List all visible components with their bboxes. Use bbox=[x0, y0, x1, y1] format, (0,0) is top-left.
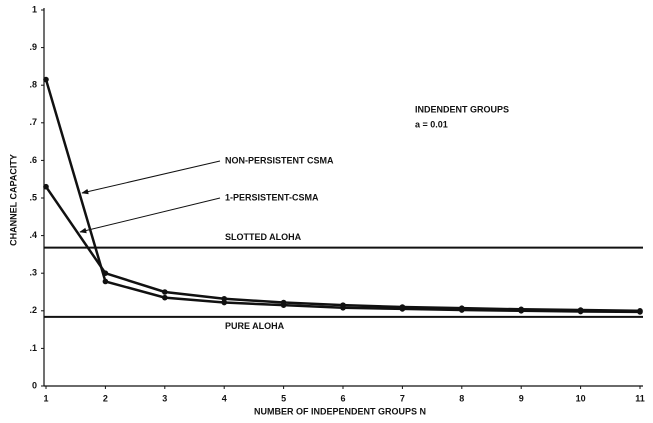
point bbox=[577, 307, 584, 313]
y-tick-label: 1 bbox=[32, 4, 37, 14]
reference-label: PURE ALOHA bbox=[225, 321, 285, 331]
series-line bbox=[44, 186, 641, 313]
point bbox=[399, 304, 406, 310]
y-tick-label: 0 bbox=[32, 380, 37, 390]
point bbox=[162, 289, 168, 295]
point bbox=[518, 306, 524, 313]
x-tick-label: 2 bbox=[103, 393, 108, 403]
point bbox=[221, 295, 227, 302]
x-tick-label: 10 bbox=[576, 393, 586, 403]
arrow bbox=[79, 197, 221, 234]
x-tick-label: 8 bbox=[459, 393, 464, 403]
point bbox=[43, 183, 49, 190]
x-tick-label: 1 bbox=[43, 393, 48, 403]
x-tick-label: 9 bbox=[519, 393, 524, 403]
y-tick-label: .2 bbox=[29, 305, 37, 315]
x-axis-title: NUMBER OF INDEPENDENT GROUPS N bbox=[254, 406, 426, 416]
series-line bbox=[44, 79, 641, 314]
y-tick-label: .9 bbox=[29, 42, 37, 52]
x-tick-label: 6 bbox=[340, 393, 345, 403]
point bbox=[340, 302, 346, 308]
point bbox=[637, 308, 643, 314]
x-tick-label: 11 bbox=[635, 393, 645, 403]
annotation: INDENDENT GROUPS bbox=[415, 104, 509, 114]
x-tick-label: 5 bbox=[281, 393, 286, 403]
arrow bbox=[81, 160, 221, 195]
point bbox=[102, 278, 109, 285]
point bbox=[459, 305, 465, 311]
y-tick-label: .7 bbox=[29, 117, 37, 127]
y-tick-label: .4 bbox=[29, 230, 37, 240]
point bbox=[280, 299, 287, 306]
annotation: a = 0.01 bbox=[415, 119, 448, 129]
y-tick-label: .5 bbox=[29, 192, 37, 202]
y-tick-label: .3 bbox=[29, 268, 37, 278]
y-tick-label: .6 bbox=[29, 155, 37, 165]
reference-label: SLOTTED ALOHA bbox=[225, 232, 302, 242]
series-label: NON-PERSISTENT CSMA bbox=[225, 155, 334, 165]
y-axis-title: CHANNEL CAPACITY bbox=[8, 154, 18, 246]
y-tick-label: .1 bbox=[29, 343, 37, 353]
series-label: 1-PERSISTENT-CSMA bbox=[225, 192, 319, 202]
x-tick-label: 4 bbox=[222, 393, 227, 403]
point bbox=[162, 294, 168, 301]
y-tick-label: .8 bbox=[29, 80, 37, 90]
x-tick-label: 3 bbox=[162, 393, 167, 403]
point bbox=[102, 270, 109, 277]
x-tick-label: 7 bbox=[400, 393, 405, 403]
point bbox=[43, 76, 49, 83]
